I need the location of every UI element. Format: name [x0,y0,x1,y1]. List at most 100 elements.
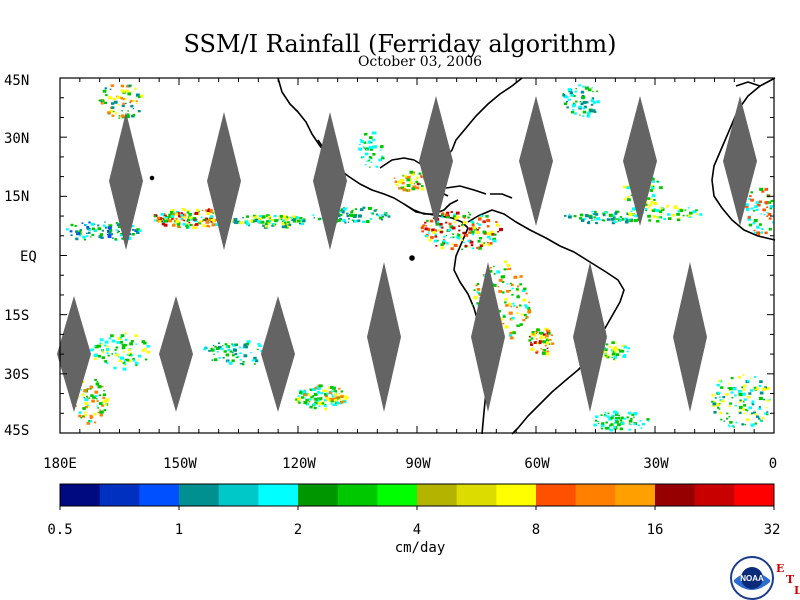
rain-pixel [180,212,183,215]
rain-pixel [89,415,94,419]
rain-pixel [231,343,233,345]
rain-pixel [106,233,109,236]
rain-pixel [453,215,457,219]
rain-pixel [718,379,721,382]
rain-pixel [74,225,77,227]
rain-pixel [324,407,328,411]
rain-pixel [244,222,247,224]
rain-pixel [113,100,118,104]
rain-pixel [532,333,535,336]
rain-pixel [286,222,289,225]
rain-pixel [659,207,663,210]
rain-pixel [656,180,659,183]
rain-pixel [297,399,300,402]
rain-pixel [104,101,107,105]
rain-pixel [132,100,135,102]
lon-label-0: 0 [768,456,778,472]
rain-pixel [591,109,596,113]
rain-pixel [538,340,542,343]
rain-pixel [649,189,654,192]
rain-pixel [759,391,764,395]
rain-pixel [108,224,113,228]
rain-pixel [258,344,262,348]
rain-pixel [613,213,616,215]
rain-pixel [480,214,484,217]
rain-pixel [126,353,130,356]
rain-pixel [535,338,538,340]
rain-pixel [339,214,343,217]
rain-pixel [130,91,133,93]
rain-pixel [209,215,214,218]
rain-pixel [453,213,457,217]
rain-pixel [305,402,310,406]
rain-pixel [128,233,132,236]
rain-pixel [239,359,242,361]
rain-pixel [361,156,365,159]
rain-pixel [227,348,231,352]
rain-pixel [111,114,115,117]
rain-pixel [752,222,756,225]
rain-pixel [177,223,181,226]
rain-pixel [420,226,424,230]
rain-pixel [257,220,261,223]
rain-pixel [575,100,578,103]
lon-label-180e: 180E [43,456,77,472]
rain-pixel [335,392,337,394]
rain-pixel [764,386,767,389]
rain-pixel [319,397,323,400]
rain-pixel [510,305,513,308]
rain-pixel [582,107,586,110]
rain-pixel [481,242,486,246]
rain-pixel [415,180,419,184]
rain-pixel [593,100,596,103]
rain-pixel [340,208,345,212]
rain-pixel [530,347,535,351]
rain-pixel [89,414,92,417]
rain-pixel [222,345,224,347]
rain-pixel [106,362,109,365]
rain-pixel [425,225,427,227]
rain-pixel [223,350,227,353]
rain-pixel [753,231,757,234]
rain-pixel [614,418,618,421]
rain-pixel [102,393,107,397]
rain-pixel [499,227,503,232]
rain-pixel [525,305,529,309]
rain-pixel [402,174,405,177]
rain-pixel [492,237,496,241]
rain-pixel [135,364,138,367]
rain-pixel [124,363,127,365]
rain-pixel [80,416,82,419]
rain-pixel [249,219,253,223]
rain-pixel [760,213,763,215]
rain-pixel [220,347,224,351]
rain-pixel [341,211,345,214]
rain-pixel [658,210,663,213]
rain-pixel [106,352,109,355]
rain-pixel [579,114,581,116]
rain-pixel [208,221,211,224]
rain-pixel [639,420,642,422]
rain-pixel [239,352,242,355]
rain-pixel [687,207,690,209]
rain-pixel [370,161,373,164]
rain-pixel [108,233,112,236]
rain-pixel [536,331,538,333]
rain-pixel [127,84,131,88]
rain-pixel [447,214,450,216]
rain-pixel [351,209,354,212]
rain-pixel [118,225,122,229]
rain-pixel [88,221,91,224]
colorbar-swatch [179,484,220,506]
map-title: SSM/I Rainfall (Ferriday algorithm) [183,30,617,58]
rain-pixel [511,318,514,321]
rain-pixel [619,216,623,218]
rain-pixel [104,340,109,344]
rain-pixel [316,401,319,404]
rain-pixel [105,348,110,351]
rain-pixel [278,217,281,219]
rain-pixel [82,235,86,239]
rain-pixel [350,211,354,214]
rain-pixel [118,115,121,117]
rain-pixel [273,224,275,226]
